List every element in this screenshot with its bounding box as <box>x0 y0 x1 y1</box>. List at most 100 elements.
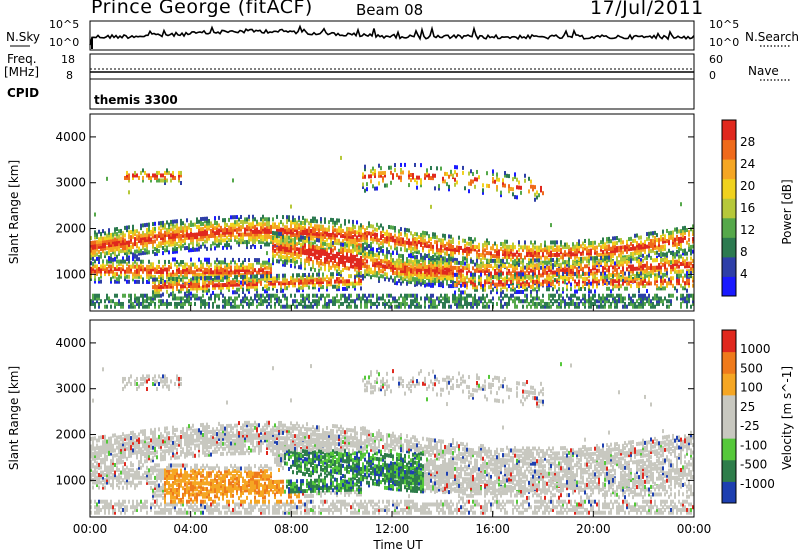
power-panel-cell <box>204 283 206 288</box>
power-panel-cell <box>304 246 306 251</box>
power-panel-cell <box>266 222 268 227</box>
power-panel-cell <box>200 265 202 270</box>
power-panel-cell <box>332 233 334 238</box>
power-panel-cell <box>572 277 574 282</box>
power-panel-cell <box>126 170 128 175</box>
power-panel-cell <box>406 266 408 271</box>
power-panel-cell <box>342 252 344 257</box>
power-panel-cell <box>254 296 256 301</box>
power-panel-cell <box>196 278 198 283</box>
power-panel-cell <box>430 276 432 281</box>
power-panel-cell <box>556 240 558 245</box>
power-panel-cell <box>390 257 392 262</box>
power-panel-cell <box>172 293 174 298</box>
power-panel-cell <box>256 304 258 309</box>
power-panel-cell <box>232 270 234 275</box>
power-panel-cell <box>414 299 416 304</box>
power-panel-cell <box>514 272 516 277</box>
power-panel-cell <box>156 175 158 180</box>
power-panel-cell <box>520 185 522 190</box>
power-panel-cell <box>506 239 508 244</box>
power-panel-cell <box>362 235 364 240</box>
power-panel-cell <box>536 289 538 294</box>
power-panel-cell <box>552 287 554 292</box>
power-panel-cell <box>512 268 514 273</box>
power-panel-cell <box>272 224 274 229</box>
power-panel-cell <box>420 232 422 237</box>
power-panel-cell <box>116 247 118 252</box>
power-panel-cell <box>412 251 414 256</box>
power-panel-cell <box>534 240 536 245</box>
power-panel-cell <box>502 180 504 185</box>
power-panel-cell <box>232 230 234 235</box>
power-panel-cell <box>110 235 112 240</box>
power-panel-cell <box>210 267 212 272</box>
power-panel-cell <box>216 272 218 277</box>
power-panel-cell <box>122 301 124 306</box>
power-panel-cell <box>304 243 306 248</box>
power-panel-cell <box>486 183 488 188</box>
power-panel-cell <box>206 275 208 280</box>
power-panel-cell <box>502 249 504 254</box>
power-panel-cell <box>462 290 464 295</box>
power-panel-cell <box>286 296 288 301</box>
power-panel-cell <box>274 248 276 253</box>
power-panel-cell <box>416 249 418 254</box>
power-panel-cell <box>146 296 148 301</box>
power-panel-cell <box>180 223 182 228</box>
power-panel-cell <box>354 275 356 280</box>
power-panel-cell <box>424 253 426 258</box>
power-panel-cell <box>284 235 286 240</box>
power-panel-cell <box>472 301 474 306</box>
power-panel-cell <box>120 259 122 264</box>
power-panel-cell <box>118 249 120 254</box>
power-panel-cell <box>176 284 178 289</box>
power-panel-cell <box>502 282 504 287</box>
power-panel-cell <box>226 235 228 240</box>
power-panel-cell <box>536 248 538 253</box>
power-panel-cell <box>328 260 330 265</box>
power-panel-cell <box>122 236 124 241</box>
power-panel-cell <box>188 245 190 250</box>
power-panel-cell <box>154 301 156 306</box>
power-panel-cell <box>426 265 428 270</box>
power-panel-cell <box>242 237 244 242</box>
power-panel-cell <box>312 231 314 236</box>
power-panel-cell <box>272 253 274 258</box>
power-panel-cell <box>452 296 454 301</box>
power-panel-cell <box>532 279 534 284</box>
power-panel-cell <box>378 251 380 256</box>
power-panel-cell <box>128 264 130 269</box>
power-panel-cell <box>150 237 152 242</box>
power-panel-cell <box>114 257 116 262</box>
power-panel-cell <box>376 235 378 240</box>
power-panel-cell <box>280 299 282 304</box>
power-panel-cell <box>244 232 246 237</box>
power-panel-cell <box>242 222 244 227</box>
power-panel-cell <box>416 304 418 309</box>
power-panel-cell <box>310 244 312 249</box>
power-panel-cell <box>102 229 104 234</box>
power-panel-cell <box>366 225 368 230</box>
power-panel-cell <box>324 301 326 306</box>
power-panel-cell <box>556 279 558 284</box>
power-panel-cell <box>578 256 580 261</box>
power-panel-cell <box>138 251 140 256</box>
power-panel-cell <box>198 224 200 229</box>
power-panel-cell <box>368 231 370 236</box>
power-panel-cell <box>230 215 232 220</box>
power-panel-cell <box>452 268 454 273</box>
power-panel-cell <box>590 269 592 274</box>
power-panel-cell <box>352 235 354 240</box>
power-panel-cell <box>256 227 258 232</box>
power-panel-cell <box>94 293 96 298</box>
power-panel-cell <box>192 247 194 252</box>
power-panel-cell <box>114 247 116 252</box>
power-panel-cell <box>94 250 96 255</box>
power-panel-cell <box>488 268 490 273</box>
power-panel-cell <box>284 227 286 232</box>
power-panel-cell <box>462 273 464 278</box>
power-panel-cell <box>114 227 116 232</box>
power-panel-cell <box>344 248 346 253</box>
power-panel-cell <box>218 243 220 248</box>
